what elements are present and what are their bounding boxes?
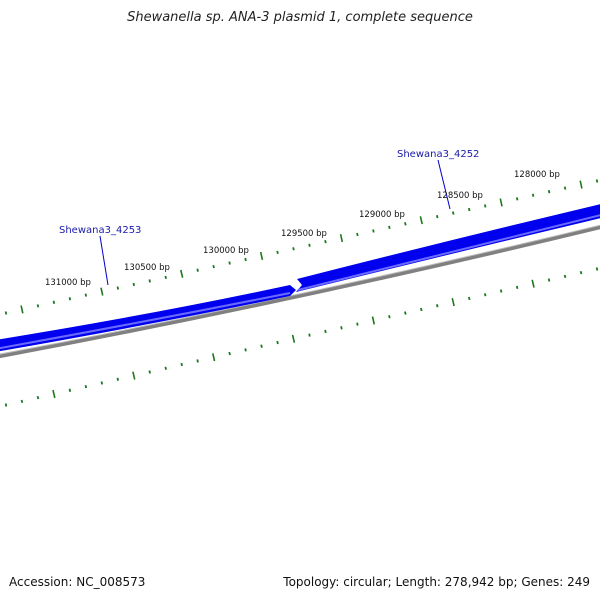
tick-label-129500: 129500 bp <box>281 229 327 239</box>
map-title: Shewanella sp. ANA-3 plasmid 1, complete… <box>127 10 473 25</box>
outer-tick-mark <box>100 287 104 296</box>
inner-tick-mark <box>468 296 471 301</box>
inner-tick-mark <box>20 399 24 404</box>
gene-arrow-shewana3-4252[interactable] <box>296 203 600 292</box>
outer-tick-mark <box>164 275 167 280</box>
outer-tick-track <box>4 179 599 315</box>
inner-tick-mark <box>547 278 551 282</box>
outer-tick-mark <box>484 204 487 208</box>
outer-tick-mark <box>228 261 231 265</box>
outer-tick-mark <box>180 269 184 278</box>
inner-tick-mark <box>563 274 567 279</box>
gene-highlight-shewana3-4252 <box>297 214 600 291</box>
outer-tick-mark <box>212 264 215 269</box>
outer-tick-mark <box>563 186 567 190</box>
inner-tick-mark <box>291 334 296 343</box>
inner-tick-mark <box>420 307 423 312</box>
tick-label-128500: 128500 bp <box>437 191 483 201</box>
inner-tick-mark <box>180 362 183 367</box>
outer-tick-mark <box>419 216 423 225</box>
gene-arrow-shewana3-4253[interactable] <box>0 285 296 352</box>
outer-tick-mark <box>452 211 455 215</box>
tick-label-131000: 131000 bp <box>45 278 91 288</box>
inner-tick-track <box>4 267 599 407</box>
inner-tick-mark <box>52 389 56 399</box>
inner-tick-mark <box>4 403 8 407</box>
inner-tick-mark <box>196 359 199 363</box>
outer-tick-mark <box>531 193 535 197</box>
outer-tick-mark <box>276 250 279 255</box>
gene-label-line-shewana3-4252 <box>437 159 451 210</box>
inner-tick-mark <box>371 316 376 325</box>
outer-tick-mark <box>388 225 391 230</box>
outer-tick-mark <box>259 251 264 260</box>
outer-tick-mark <box>244 257 247 262</box>
inner-tick-mark <box>132 371 136 380</box>
outer-tick-mark <box>132 282 135 287</box>
outer-tick-mark <box>515 197 519 201</box>
outer-tick-mark <box>468 207 471 212</box>
outer-tick-mark <box>292 247 295 251</box>
inner-tick-mark <box>116 377 119 381</box>
inner-tick-mark <box>100 381 104 385</box>
inner-tick-mark <box>579 270 583 275</box>
tick-label-130500: 130500 bp <box>124 263 170 273</box>
inner-tick-mark <box>260 344 263 348</box>
inner-tick-mark <box>404 311 407 315</box>
outer-tick-mark <box>116 286 119 290</box>
inner-tick-mark <box>84 384 88 389</box>
inner-tick-mark <box>515 285 519 290</box>
outer-tick-mark <box>84 293 88 297</box>
inner-tick-mark <box>484 293 487 297</box>
inner-tick-mark <box>388 315 391 319</box>
tick-label-129000: 129000 bp <box>359 210 405 220</box>
inner-tick-mark <box>36 395 40 400</box>
inner-tick-mark <box>244 348 247 352</box>
outer-tick-mark <box>372 229 375 233</box>
outer-tick-mark <box>148 279 151 283</box>
gene-label-line-shewana3-4253 <box>99 235 109 286</box>
gene-label-shewana3-4252[interactable]: Shewana3_4252 <box>397 149 479 160</box>
tick-label-130000: 130000 bp <box>203 246 249 256</box>
outer-tick-mark <box>436 214 439 219</box>
inner-tick-mark <box>228 351 231 356</box>
accession-text: Accession: NC_008573 <box>9 575 146 589</box>
inner-tick-mark <box>595 267 599 271</box>
outer-tick-mark <box>404 222 407 226</box>
outer-tick-mark <box>4 311 8 315</box>
inner-tick-mark <box>340 326 343 330</box>
outer-tick-mark <box>547 190 551 194</box>
tick-label-128000: 128000 bp <box>514 170 560 180</box>
backbone-line <box>0 225 600 359</box>
outer-tick-mark <box>308 243 311 247</box>
gene-highlight-shewana3-4253 <box>0 292 291 350</box>
topology-summary: Topology: circular; Length: 278,942 bp; … <box>283 575 590 589</box>
inner-tick-mark <box>324 329 327 334</box>
outer-tick-mark <box>196 268 199 272</box>
outer-tick-mark <box>68 297 72 301</box>
outer-tick-mark <box>595 179 599 183</box>
inner-tick-mark <box>531 279 535 288</box>
inner-tick-mark <box>68 388 72 392</box>
outer-tick-mark <box>52 300 56 304</box>
outer-tick-mark <box>36 304 40 308</box>
inner-tick-mark <box>499 289 503 293</box>
inner-tick-mark <box>451 298 455 307</box>
inner-tick-mark <box>212 353 216 362</box>
outer-tick-mark <box>499 198 503 207</box>
outer-tick-mark <box>339 234 344 243</box>
gene-label-shewana3-4253[interactable]: Shewana3_4253 <box>59 225 141 236</box>
outer-tick-mark <box>324 239 327 244</box>
inner-tick-mark <box>164 366 167 370</box>
inner-tick-mark <box>308 333 311 337</box>
outer-tick-mark <box>579 180 583 189</box>
inner-tick-mark <box>356 322 359 326</box>
backbone-highlight <box>0 224 600 355</box>
inner-tick-mark <box>148 370 151 374</box>
inner-tick-mark <box>436 304 439 308</box>
outer-tick-mark <box>20 305 24 314</box>
inner-tick-mark <box>276 340 279 345</box>
outer-tick-mark <box>356 232 359 237</box>
